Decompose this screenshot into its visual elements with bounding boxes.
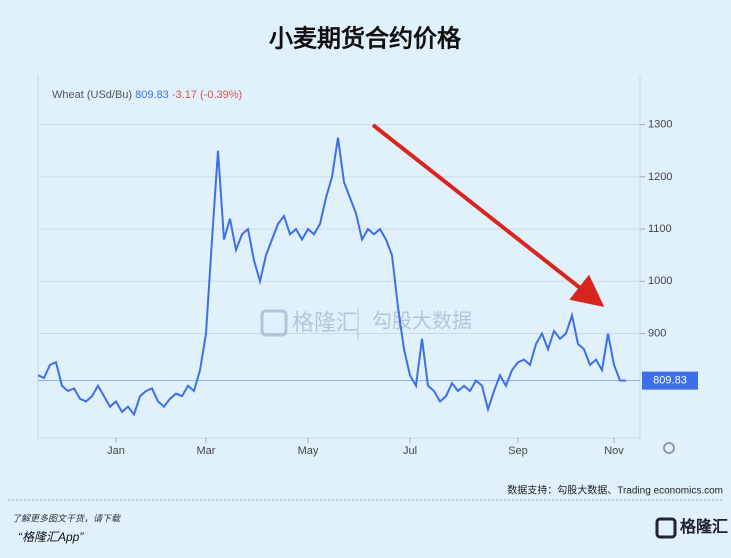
- watermark-brand: 格隆汇: [292, 310, 358, 335]
- y-tick-label: 1100: [648, 223, 672, 235]
- y-tick-label: 1300: [648, 119, 672, 131]
- x-tick-label: Nov: [604, 445, 624, 457]
- last-value-box: [642, 371, 698, 390]
- watermark: 格隆汇 勾股大数据: [260, 308, 472, 340]
- price-line: [37, 137, 627, 417]
- footer-logo-mark: [655, 517, 677, 539]
- watermark-partner: 勾股大数据: [372, 309, 472, 332]
- trend-arrow: [371, 123, 605, 307]
- y-tick-label: 1200: [648, 171, 672, 183]
- legend-change: -3.17 (-0.39%): [172, 89, 242, 101]
- settings-icon: [663, 442, 675, 454]
- x-tick-label: Sep: [508, 445, 528, 457]
- footer-logo: 格隆汇: [680, 517, 728, 536]
- legend-name: Wheat (USd/Bu): [52, 89, 132, 101]
- footer-note: 了解更多图文干货，请下载: [12, 513, 121, 523]
- y-tick-label: 900: [648, 327, 666, 339]
- x-tick-label: Jul: [403, 445, 417, 457]
- last-value-label: 809.83: [653, 375, 687, 387]
- legend: Wheat (USd/Bu) 809.83 -3.17 (-0.39%): [52, 89, 242, 101]
- chart-title: 小麦期货合约价格: [269, 24, 462, 52]
- x-tick-label: Mar: [197, 445, 216, 457]
- footer-app: “格隆汇App”: [18, 530, 84, 544]
- y-tick-label: 1000: [648, 275, 672, 287]
- source: 数据支持：勾股大数据、Trading economics.com: [507, 484, 723, 497]
- watermark-logo: [260, 309, 288, 337]
- x-tick-label: May: [298, 445, 319, 457]
- x-tick-label: Jan: [107, 445, 125, 457]
- legend-value: 809.83: [135, 89, 169, 101]
